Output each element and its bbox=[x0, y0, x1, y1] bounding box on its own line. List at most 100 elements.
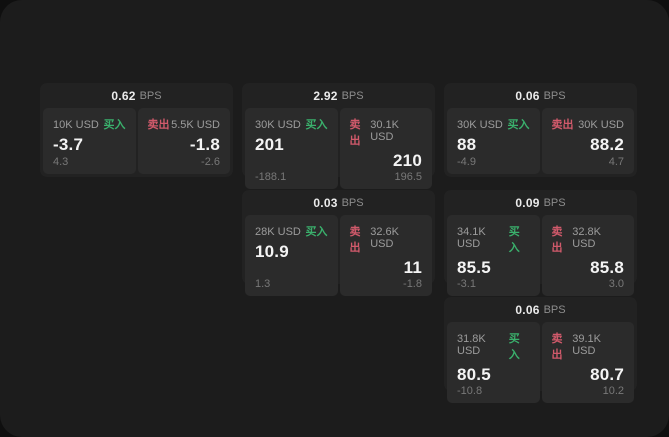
buy-tile-header: 30K USD 买入 bbox=[457, 116, 530, 132]
sell-delta: -1.8 bbox=[403, 278, 422, 290]
buy-delta: 1.3 bbox=[255, 278, 271, 290]
sell-tile-header: 卖出 32.8K USD bbox=[552, 223, 625, 255]
sell-tile[interactable]: 卖出 30K USD 88.2 4.7 bbox=[541, 108, 634, 174]
buy-tile[interactable]: 30K USD 买入 88 -4.9 bbox=[447, 108, 540, 174]
quote-card: 2.92 BPS 30K USD 买入 201 -188.1 卖出 30.1K … bbox=[242, 83, 435, 189]
sell-tile-header: 卖出 30.1K USD bbox=[350, 116, 423, 148]
card-body: 31.8K USD 买入 80.5 -10.8 卖出 39.1K USD 80.… bbox=[444, 320, 637, 406]
sell-label: 卖出 bbox=[349, 226, 361, 254]
buy-tile[interactable]: 30K USD 买入 201 -188.1 bbox=[245, 108, 338, 189]
buy-tile-header: 30K USD 买入 bbox=[255, 116, 328, 132]
sell-delta: 10.2 bbox=[602, 385, 624, 397]
sell-size: 30.1K USD bbox=[370, 119, 399, 143]
sell-size: 32.8K USD bbox=[572, 226, 601, 250]
buy-tile[interactable]: 34.1K USD 买入 85.5 -3.1 bbox=[447, 215, 540, 296]
sell-tile-header: 卖出 39.1K USD bbox=[552, 330, 625, 362]
bps-value: 0.06 bbox=[515, 89, 540, 103]
bps-unit-label: BPS bbox=[139, 90, 162, 102]
quote-card: 0.09 BPS 34.1K USD 买入 85.5 -3.1 卖出 32.8K… bbox=[444, 190, 637, 296]
sell-tile-header: 卖出 32.6K USD bbox=[350, 223, 423, 255]
buy-label: 买入 bbox=[103, 119, 126, 131]
buy-size: 31.8K USD bbox=[457, 333, 486, 357]
card-header: 0.09 BPS bbox=[444, 190, 637, 213]
bps-value: 2.92 bbox=[313, 89, 338, 103]
buy-delta: -3.1 bbox=[457, 278, 476, 290]
sell-tile[interactable]: 卖出 30.1K USD 210 196.5 bbox=[339, 108, 432, 189]
quote-card: 0.03 BPS 28K USD 买入 10.9 1.3 卖出 32.6K US… bbox=[242, 190, 435, 296]
sell-tile[interactable]: 卖出 32.8K USD 85.8 3.0 bbox=[541, 215, 634, 296]
sell-price: 80.7 bbox=[590, 365, 624, 384]
buy-size: 28K USD bbox=[255, 226, 301, 238]
bps-value: 0.62 bbox=[111, 89, 136, 103]
sell-label: 卖出 bbox=[147, 119, 170, 131]
buy-label: 买入 bbox=[508, 226, 520, 254]
card-body: 30K USD 买入 88 -4.9 卖出 30K USD 88.2 4.7 bbox=[444, 106, 637, 177]
buy-price: -3.7 bbox=[53, 135, 84, 154]
sell-size: 30K USD bbox=[578, 119, 624, 131]
sell-delta: -2.6 bbox=[201, 156, 220, 168]
sell-tile[interactable]: 卖出 5.5K USD -1.8 -2.6 bbox=[137, 108, 230, 174]
buy-price: 201 bbox=[255, 135, 284, 154]
buy-size: 34.1K USD bbox=[457, 226, 486, 250]
sell-size: 39.1K USD bbox=[572, 333, 601, 357]
sell-size: 32.6K USD bbox=[370, 226, 399, 250]
buy-tile-header: 10K USD 买入 bbox=[53, 116, 126, 132]
buy-tile-header: 28K USD 买入 bbox=[255, 223, 328, 239]
bps-value: 0.03 bbox=[313, 196, 338, 210]
bps-unit-label: BPS bbox=[543, 90, 566, 102]
buy-label: 买入 bbox=[507, 119, 530, 131]
card-header: 0.03 BPS bbox=[242, 190, 435, 213]
bps-unit-label: BPS bbox=[341, 197, 364, 209]
quote-card: 0.06 BPS 30K USD 买入 88 -4.9 卖出 30K USD bbox=[444, 83, 637, 177]
buy-price: 10.9 bbox=[255, 242, 289, 261]
card-body: 28K USD 买入 10.9 1.3 卖出 32.6K USD 11 -1.8 bbox=[242, 213, 435, 299]
buy-delta: 4.3 bbox=[53, 156, 69, 168]
buy-delta: -188.1 bbox=[255, 171, 287, 183]
card-body: 10K USD 买入 -3.7 4.3 卖出 5.5K USD -1.8 -2.… bbox=[40, 106, 233, 177]
sell-tile[interactable]: 卖出 32.6K USD 11 -1.8 bbox=[339, 215, 432, 296]
bps-unit-label: BPS bbox=[543, 304, 566, 316]
buy-tile-header: 31.8K USD 买入 bbox=[457, 330, 530, 362]
sell-label: 卖出 bbox=[349, 119, 361, 147]
buy-delta: -10.8 bbox=[457, 385, 483, 397]
card-header: 0.06 BPS bbox=[444, 83, 637, 106]
quote-card-grid: 0.62 BPS 10K USD 买入 -3.7 4.3 卖出 5.5K USD bbox=[40, 83, 637, 403]
card-header: 2.92 BPS bbox=[242, 83, 435, 106]
sell-size: 5.5K USD bbox=[171, 119, 220, 131]
buy-label: 买入 bbox=[508, 333, 520, 361]
buy-delta: -4.9 bbox=[457, 156, 476, 168]
buy-tile[interactable]: 31.8K USD 买入 80.5 -10.8 bbox=[447, 322, 540, 403]
buy-label: 买入 bbox=[305, 226, 328, 238]
sell-tile-header: 卖出 30K USD bbox=[552, 116, 625, 132]
sell-delta: 196.5 bbox=[394, 171, 422, 183]
bps-unit-label: BPS bbox=[341, 90, 364, 102]
buy-price: 85.5 bbox=[457, 258, 491, 277]
quote-card: 0.62 BPS 10K USD 买入 -3.7 4.3 卖出 5.5K USD bbox=[40, 83, 233, 177]
card-header: 0.06 BPS bbox=[444, 297, 637, 320]
sell-price: 85.8 bbox=[590, 258, 624, 277]
bps-unit-label: BPS bbox=[543, 197, 566, 209]
sell-label: 卖出 bbox=[551, 333, 563, 361]
sell-label: 卖出 bbox=[551, 119, 574, 131]
sell-tile[interactable]: 卖出 39.1K USD 80.7 10.2 bbox=[541, 322, 634, 403]
bps-value: 0.09 bbox=[515, 196, 540, 210]
card-body: 30K USD 买入 201 -188.1 卖出 30.1K USD 210 1… bbox=[242, 106, 435, 192]
buy-tile[interactable]: 10K USD 买入 -3.7 4.3 bbox=[43, 108, 136, 174]
sell-delta: 4.7 bbox=[608, 156, 624, 168]
quote-card: 0.06 BPS 31.8K USD 买入 80.5 -10.8 卖出 39.1… bbox=[444, 297, 637, 403]
buy-tile-header: 34.1K USD 买入 bbox=[457, 223, 530, 255]
buy-price: 80.5 bbox=[457, 365, 491, 384]
sell-tile-header: 卖出 5.5K USD bbox=[148, 116, 221, 132]
sell-price: 11 bbox=[403, 258, 422, 277]
buy-size: 10K USD bbox=[53, 119, 99, 131]
sell-price: -1.8 bbox=[189, 135, 220, 154]
sell-price: 88.2 bbox=[590, 135, 624, 154]
buy-price: 88 bbox=[457, 135, 477, 154]
sell-delta: 3.0 bbox=[608, 278, 624, 290]
buy-tile[interactable]: 28K USD 买入 10.9 1.3 bbox=[245, 215, 338, 296]
sell-price: 210 bbox=[393, 151, 422, 170]
card-body: 34.1K USD 买入 85.5 -3.1 卖出 32.8K USD 85.8… bbox=[444, 213, 637, 299]
buy-size: 30K USD bbox=[255, 119, 301, 131]
bps-value: 0.06 bbox=[515, 303, 540, 317]
